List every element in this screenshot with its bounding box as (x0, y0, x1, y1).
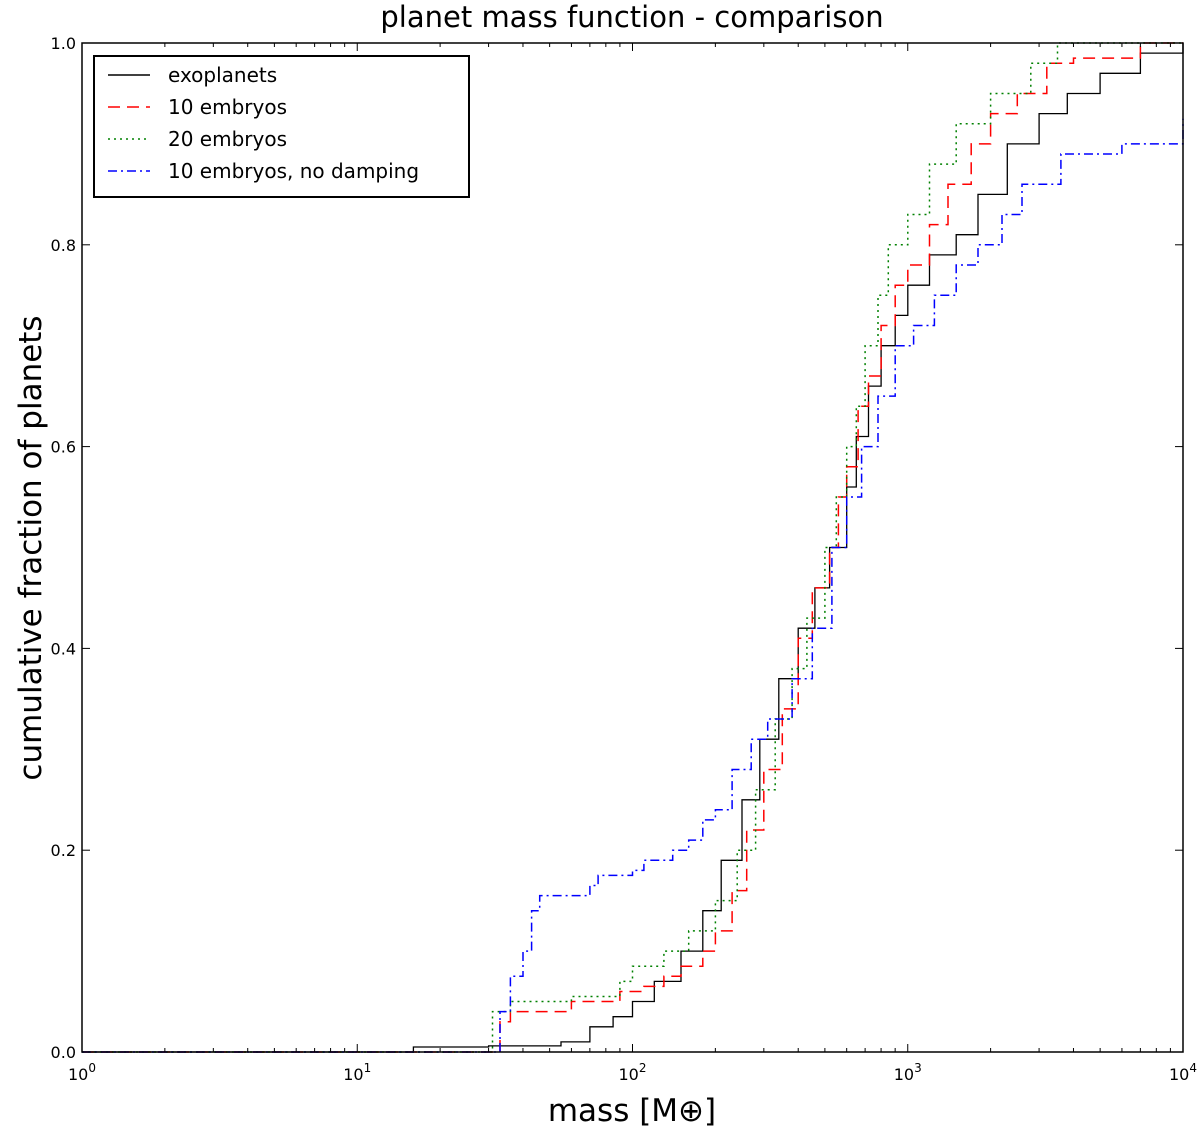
legend-box (93, 55, 470, 198)
series-line-1 (82, 42, 1183, 1053)
legend-label-0: exoplanets (168, 63, 277, 87)
x-tick-label: 102 (619, 1061, 647, 1084)
legend-label-2: 20 embryos (168, 127, 287, 151)
x-tick-label: 101 (343, 1061, 371, 1084)
legend: exoplanets 10 embryos 20 embryos 10 embryos… (93, 55, 470, 198)
legend-label-3: 10 embryos, no damping (168, 159, 419, 183)
y-tick-label: 0.4 (51, 639, 76, 658)
legend-label-1: 10 embryos (168, 95, 287, 119)
x-axis-label: mass [M⊕] (548, 1093, 716, 1129)
series-line-3 (82, 118, 1184, 1053)
x-tick-label: 100 (68, 1061, 96, 1084)
axis-ticks: 100 101 102 103 104 0.0 0.2 0.4 0.6 0.8 1.0 (51, 34, 1197, 1084)
chart-title: planet mass function - comparison (380, 0, 883, 34)
y-tick-label: 0.0 (51, 1043, 76, 1062)
y-tick-label: 1.0 (51, 34, 76, 53)
y-tick-label: 0.6 (51, 438, 76, 457)
plot-area (82, 42, 1184, 1053)
series-line-2 (82, 42, 1183, 1053)
x-tick-label: 103 (894, 1061, 922, 1084)
y-tick-label: 0.8 (51, 236, 76, 255)
y-axis-label: cumulative fraction of planets (13, 315, 49, 780)
x-tick-label: 104 (1169, 1061, 1197, 1084)
y-tick-label: 0.2 (51, 841, 76, 860)
